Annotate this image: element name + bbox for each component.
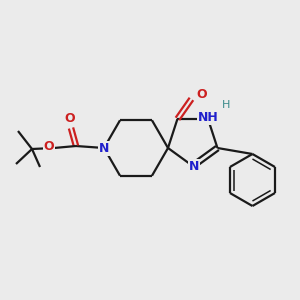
Text: O: O	[196, 88, 207, 101]
Text: O: O	[44, 140, 54, 154]
Text: H: H	[222, 100, 230, 110]
Text: N: N	[99, 142, 109, 154]
Text: O: O	[65, 112, 75, 125]
Text: N: N	[188, 160, 199, 173]
Text: NH: NH	[198, 111, 218, 124]
